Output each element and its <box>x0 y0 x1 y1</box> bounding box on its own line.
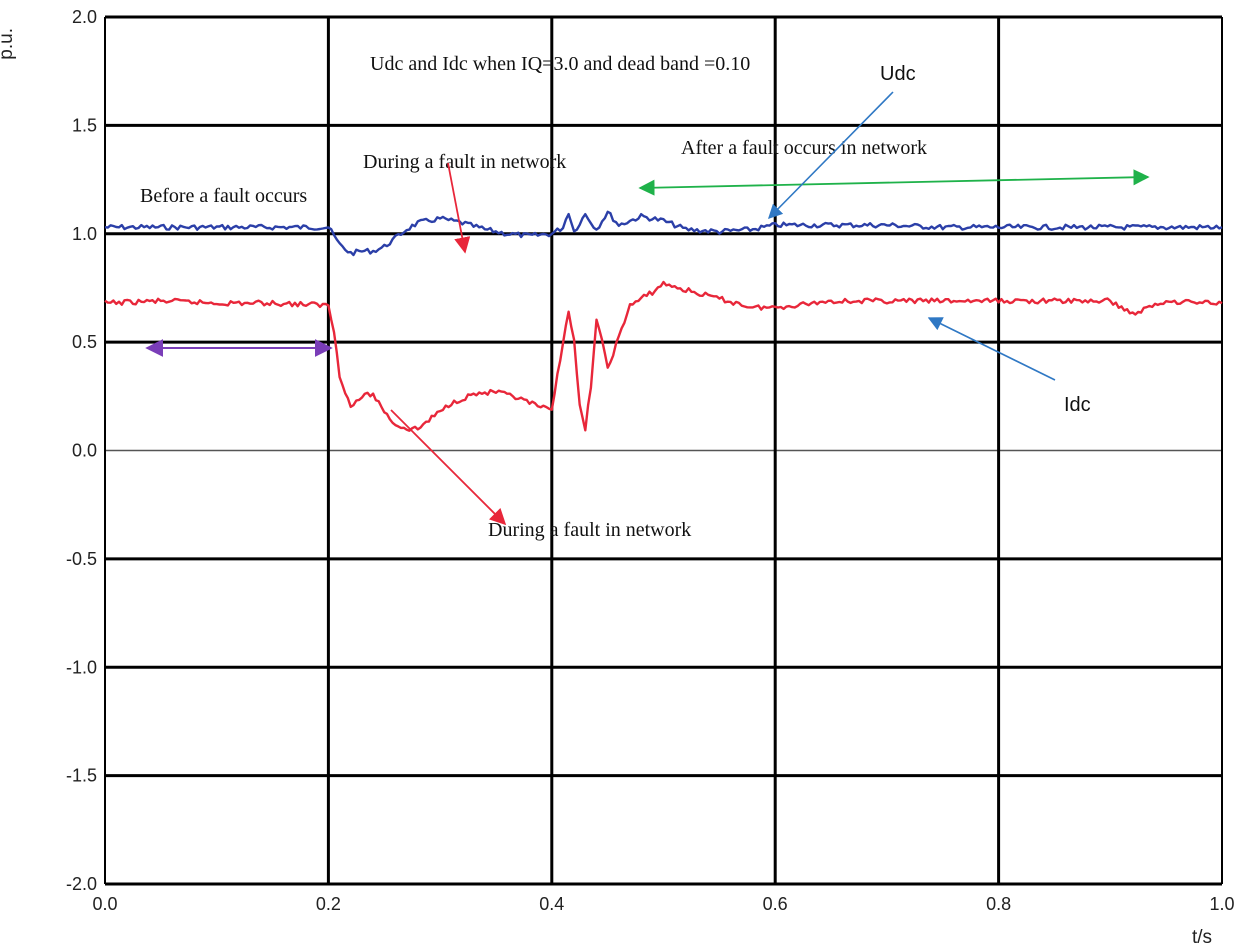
y-tick-label: -1.5 <box>66 766 97 786</box>
y-tick-label: -1.0 <box>66 657 97 677</box>
arrow-udc-blue <box>767 91 894 220</box>
y-tick-label: 0.0 <box>72 441 97 461</box>
x-tick-label: 0.0 <box>92 894 117 914</box>
x-tick-label: 0.8 <box>986 894 1011 914</box>
annotation-before: Before a fault occurs <box>140 185 307 207</box>
x-tick-label: 0.6 <box>763 894 788 914</box>
arrow-idc-blue <box>927 317 1056 381</box>
y-tick-label: 1.5 <box>72 115 97 135</box>
x-tick-label: 0.2 <box>316 894 341 914</box>
grid <box>104 15 1223 886</box>
annotation-udc: Udc <box>880 63 916 85</box>
y-tick-label: 0.5 <box>72 332 97 352</box>
annotation-idc: Idc <box>1064 394 1091 416</box>
arrow-after-green <box>638 169 1150 196</box>
annotation-after: After a fault occurs in network <box>681 137 927 159</box>
arrow-during-top-red <box>447 162 471 254</box>
y-axis-label: p.u. <box>0 28 17 60</box>
x-tick-label: 0.4 <box>539 894 564 914</box>
y-tick-label: 1.0 <box>72 224 97 244</box>
x-tick-label: 1.0 <box>1209 894 1234 914</box>
series-line-idc <box>104 280 1223 432</box>
y-tick-label: -0.5 <box>66 549 97 569</box>
annotation-during-bottom: During a fault in network <box>488 519 691 541</box>
arrow-during-bottom-red <box>390 409 507 526</box>
annotation-during-top: During a fault in network <box>363 151 566 173</box>
series-line-udc <box>104 210 1223 257</box>
tick-labels: 2.01.51.00.50.0-0.5-1.0-1.5-2.00.0 0.2 0.4… <box>66 7 1235 914</box>
y-tick-label: -2.0 <box>66 874 97 894</box>
y-tick-label: 2.0 <box>72 7 97 27</box>
x-axis-label: t/s <box>1192 927 1212 948</box>
series-lines <box>104 210 1223 432</box>
chart-title: Udc and Idc when IQ=3.0 and dead band =0… <box>370 53 750 75</box>
